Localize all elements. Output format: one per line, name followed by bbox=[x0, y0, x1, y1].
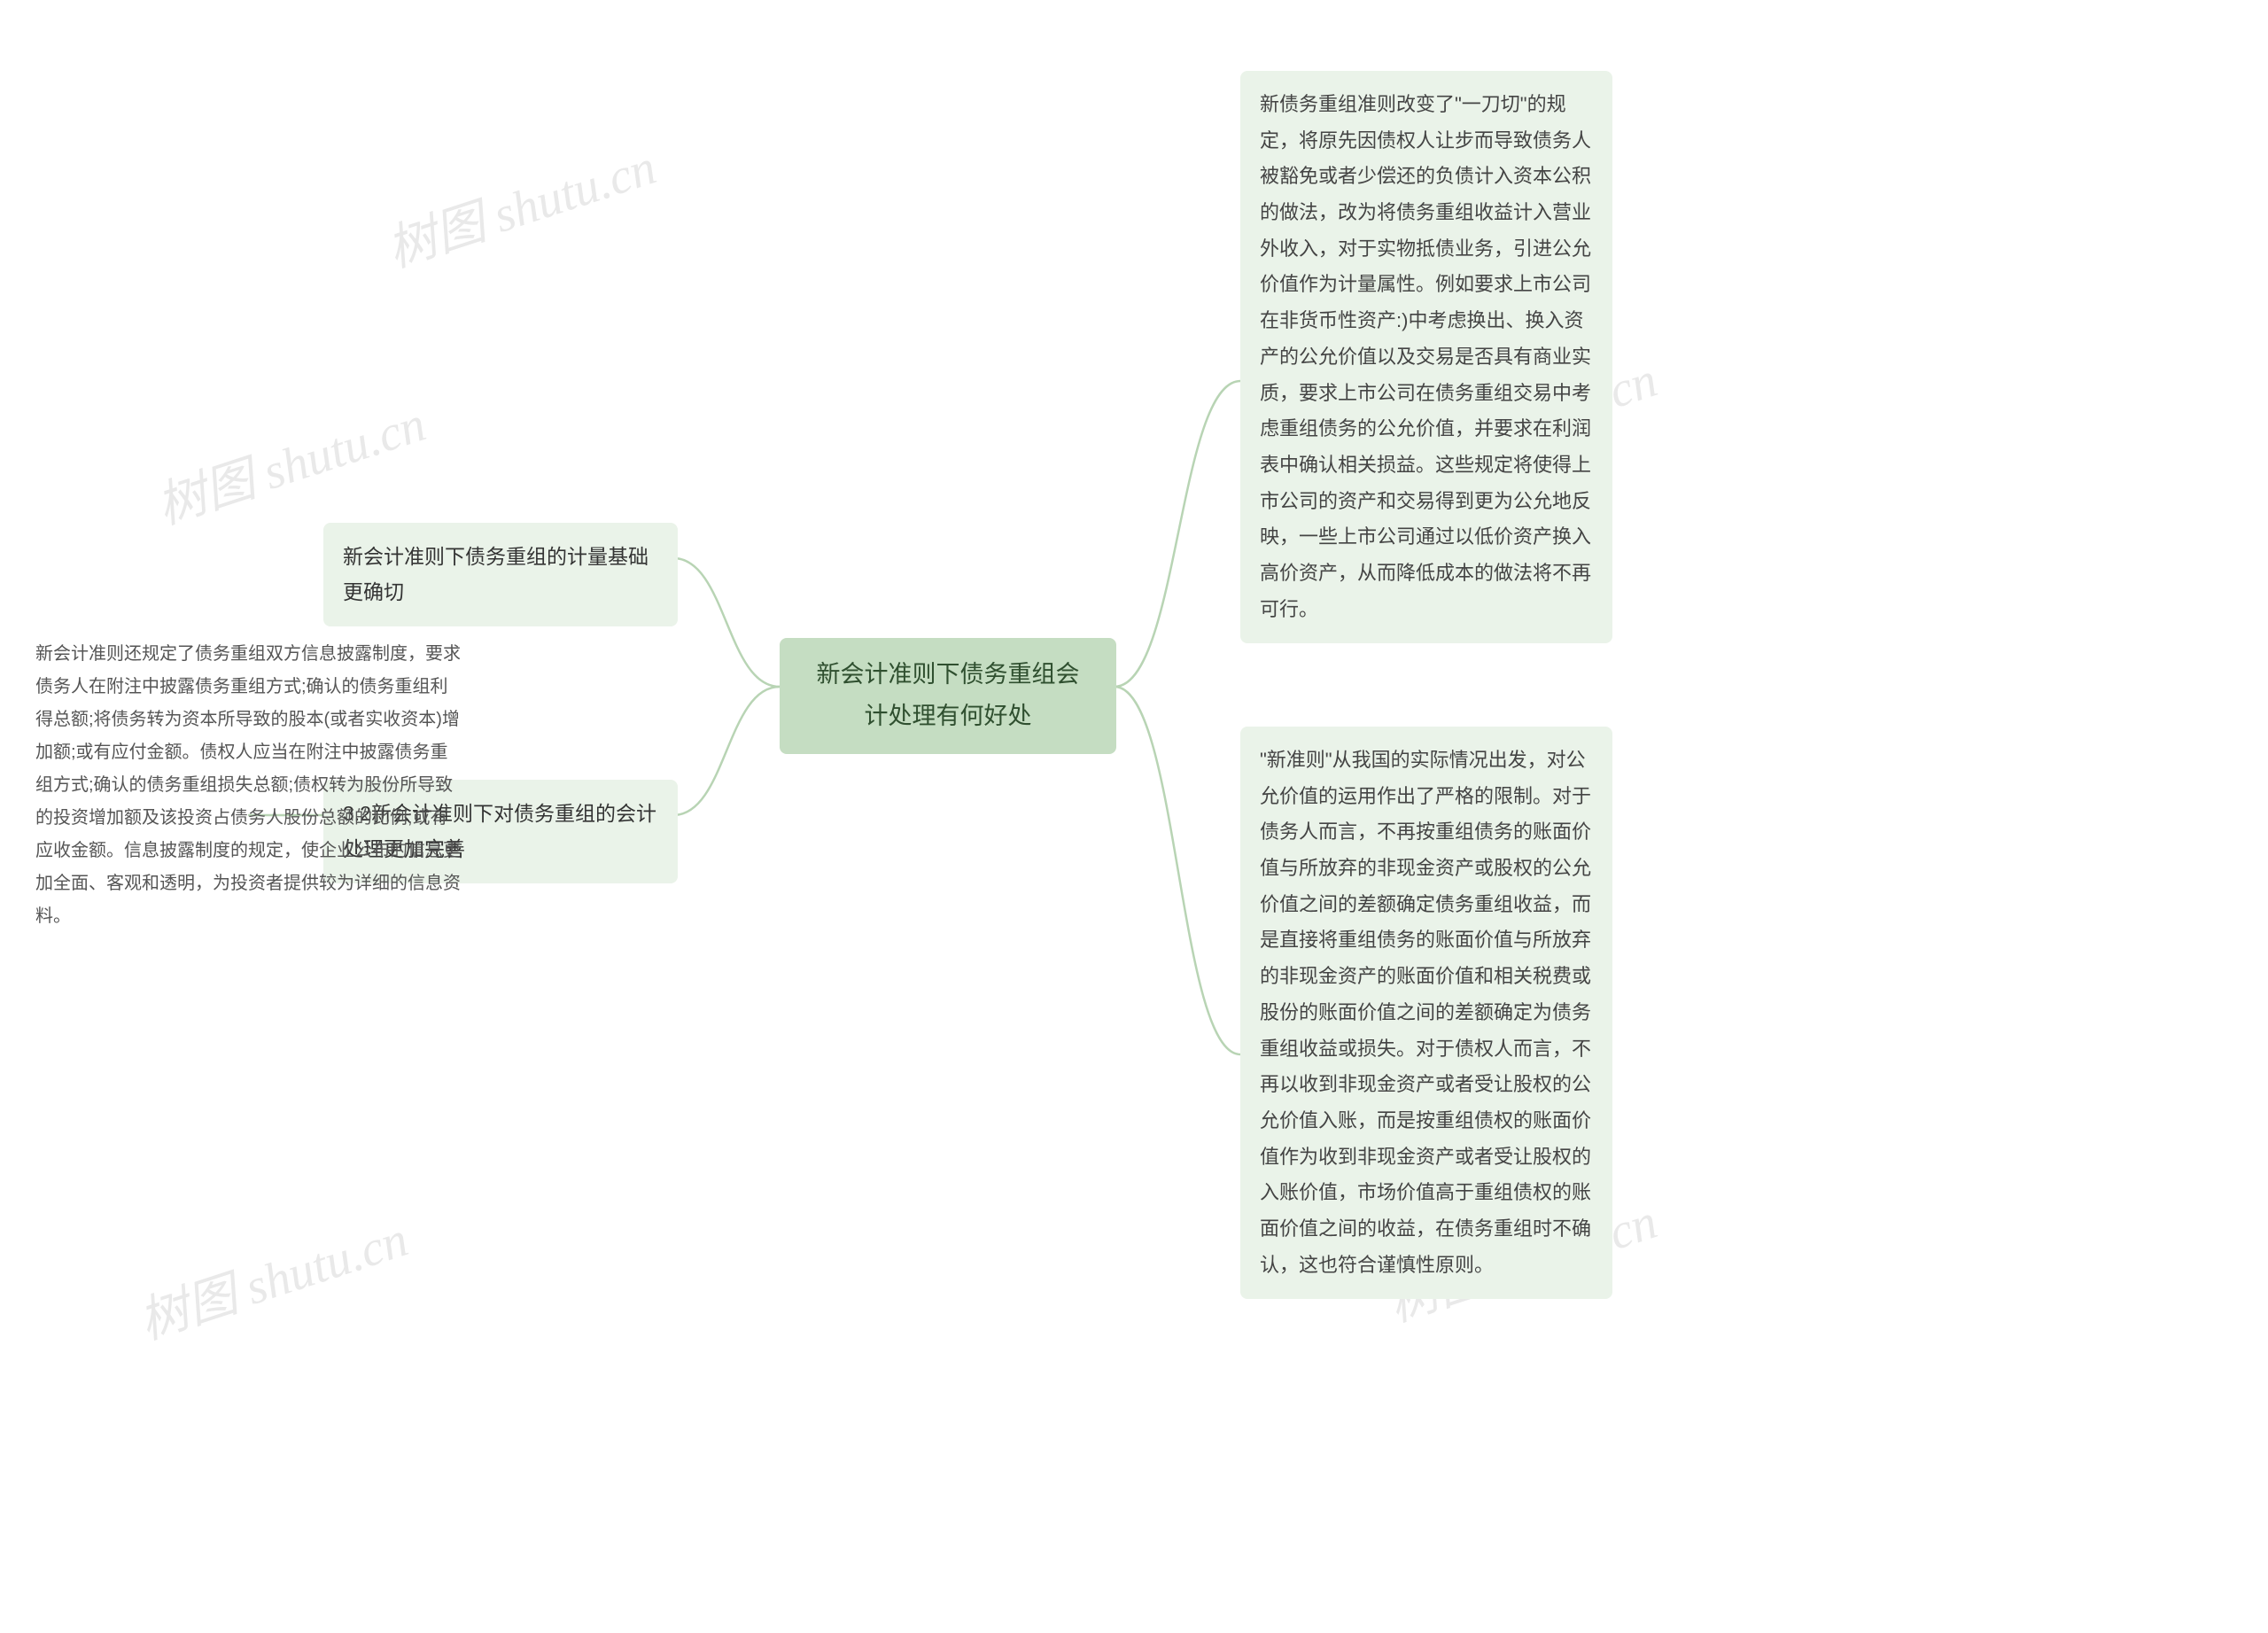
left-leaf-plain: 新会计准则还规定了债务重组双方信息披露制度，要求债务人在附注中披露债务重组方式;… bbox=[35, 638, 461, 933]
left-branch-1: 新会计准则下债务重组的计量基础更确切 bbox=[323, 523, 678, 626]
center-line1: 新会计准则下债务重组会 bbox=[799, 654, 1097, 696]
center-line2: 计处理有何好处 bbox=[799, 696, 1097, 737]
right-leaf-2: "新准则"从我国的实际情况出发，对公允价值的运用作出了严格的限制。对于债务人而言… bbox=[1240, 727, 1612, 1299]
right-leaf-1: 新债务重组准则改变了"一刀切"的规定，将原先因债权人让步而导致债务人被豁免或者少… bbox=[1240, 71, 1612, 643]
mindmap-center: 新会计准则下债务重组会 计处理有何好处 bbox=[780, 638, 1116, 754]
watermark: 树图 shutu.cn bbox=[146, 384, 433, 538]
watermark: 树图 shutu.cn bbox=[128, 1199, 416, 1353]
watermark: 树图 shutu.cn bbox=[377, 127, 664, 281]
